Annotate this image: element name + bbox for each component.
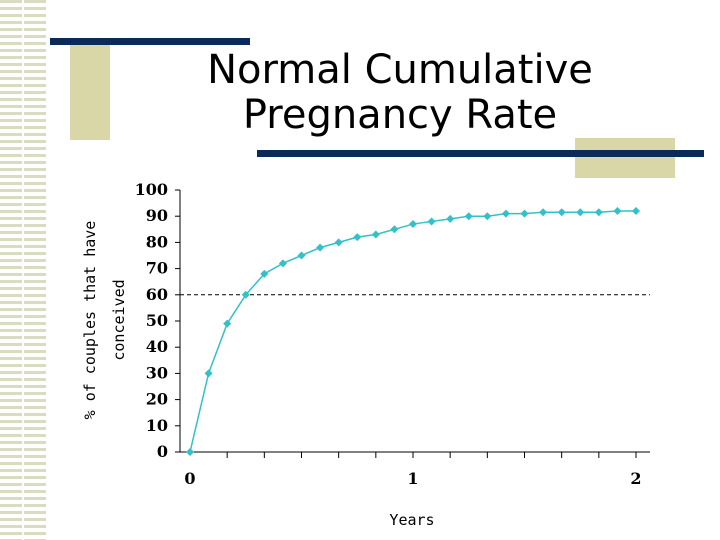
data-point — [297, 251, 306, 260]
data-point — [539, 208, 548, 217]
y-tick-label: 50 — [146, 311, 168, 330]
decorative-box-top-left — [70, 40, 110, 140]
data-point — [334, 238, 343, 247]
y-tick-label: 0 — [157, 442, 168, 461]
data-point — [353, 233, 362, 242]
decorative-box-bottom-right — [575, 138, 675, 178]
data-point — [260, 269, 269, 278]
decorative-bar-top — [50, 38, 250, 45]
data-point — [204, 369, 213, 378]
axis-labels-group: % of couples that have conceived Years — [81, 221, 435, 529]
decorative-stripe-left-inner — [24, 0, 46, 540]
title-line-1: Normal Cumulative — [207, 47, 593, 93]
y-axis-label-line-1: % of couples that have — [81, 221, 99, 420]
y-tick-label: 40 — [146, 337, 168, 356]
series-line — [189, 210, 636, 453]
data-point — [613, 206, 622, 215]
x-tick-label: 1 — [407, 469, 418, 488]
data-point — [427, 217, 436, 226]
data-point — [557, 208, 566, 217]
data-point — [464, 212, 473, 221]
data-point — [278, 259, 287, 268]
data-point — [576, 208, 585, 217]
data-point — [371, 230, 380, 239]
data-point — [186, 448, 194, 456]
data-point — [241, 290, 250, 299]
y-tick-label: 90 — [146, 206, 168, 225]
x-tick-label: 0 — [184, 469, 195, 488]
y-tick-label: 70 — [146, 259, 168, 278]
y-tick-label: 100 — [135, 180, 168, 199]
data-point — [316, 243, 325, 252]
series-group — [186, 206, 640, 456]
y-tick-label: 80 — [146, 232, 168, 251]
data-point — [483, 212, 492, 221]
data-point — [520, 209, 529, 218]
data-point — [446, 214, 455, 223]
data-point — [409, 220, 417, 229]
decorative-stripe-left — [0, 0, 22, 540]
slide-title: Normal Cumulative Pregnancy Rate — [200, 48, 600, 138]
data-point — [632, 206, 640, 215]
title-line-2: Pregnancy Rate — [242, 92, 558, 138]
x-axis-label: Years — [389, 511, 434, 529]
chart-axes: 0 10 20 30 40 50 60 70 80 90 100 0 1 2 — [135, 180, 650, 488]
y-tick-label: 60 — [146, 285, 168, 304]
x-tick-label: 2 — [630, 469, 641, 488]
data-point — [594, 208, 603, 217]
decorative-bar-bottom — [257, 150, 704, 157]
y-tick-label: 20 — [146, 390, 168, 409]
data-point — [390, 225, 399, 234]
y-axis-label-line-2: conceived — [110, 279, 128, 360]
y-tick-label: 30 — [146, 363, 168, 382]
data-point — [501, 209, 510, 218]
data-point — [223, 319, 232, 328]
y-tick-label: 10 — [146, 416, 168, 435]
